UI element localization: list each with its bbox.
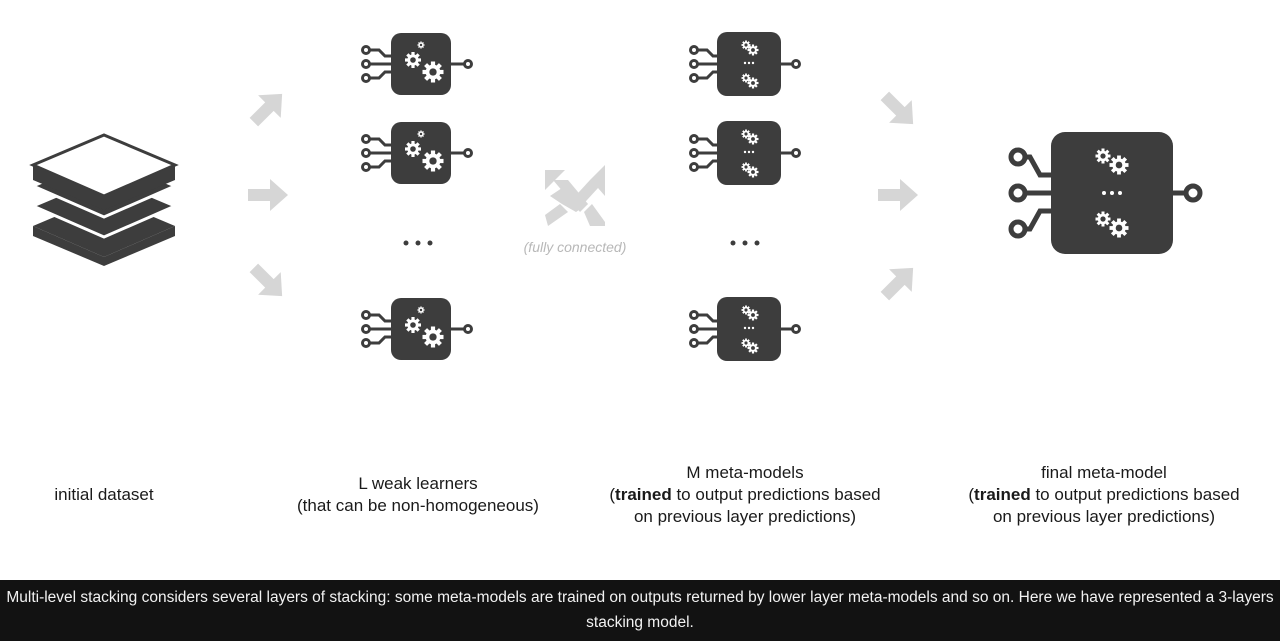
meta-model-node-icon [691,297,800,361]
stacking-diagram [29,0,1203,580]
final-desc-line3: on previous layer predictions) [992,507,1216,526]
ellipsis-dots [403,240,433,246]
fully-connected-note: (fully connected) [523,239,627,255]
arrow-down-icon [873,84,925,136]
meta-models-title: M meta-models [686,463,804,482]
final-meta-model-title: final meta-model [1041,463,1167,482]
final-meta-model-label: final meta-model (trained to output pred… [938,462,1270,528]
final-bold-text: trained [974,485,1031,504]
meta-model-node-icon [691,32,800,96]
dataset-stack-icon [29,133,179,266]
meta-models-desc-line3: on previous layer predictions) [633,507,857,526]
weak-learner-node-icon [363,122,472,184]
fully-connected-cross-icon [545,165,605,226]
weak-learners-label: L weak learners (that can be non-homogen… [268,473,568,517]
final-meta-model-desc-line: (trained to output predictions based [968,485,1240,504]
figure-caption: Multi-level stacking considers several l… [0,580,1280,641]
arrow-right-icon [248,179,288,211]
weak-learners-subtitle: (that can be non-homogeneous) [297,496,539,515]
weak-learner-node-icon [363,298,472,360]
final-desc-rest: to output predictions based [1030,485,1240,504]
meta-models-bold-text: trained [615,485,672,504]
meta-model-node-icon [691,121,800,185]
arrow-right-icon [878,179,918,211]
weak-learners-title: L weak learners [358,474,478,493]
meta-models-desc-line: (trained to output predictions based [609,485,881,504]
arrow-down-icon [242,256,294,308]
initial-dataset-text: initial dataset [54,485,154,504]
initial-dataset-label: initial dataset [0,484,208,506]
arrow-up-icon [873,256,925,308]
weak-learner-node-icon [363,33,472,95]
meta-models-label: M meta-models (trained to output predict… [580,462,910,528]
meta-models-desc-rest: to output predictions based [671,485,881,504]
final-meta-model-node-icon [1008,132,1203,254]
ellipsis-dots [730,240,760,246]
arrow-up-icon [242,82,294,134]
